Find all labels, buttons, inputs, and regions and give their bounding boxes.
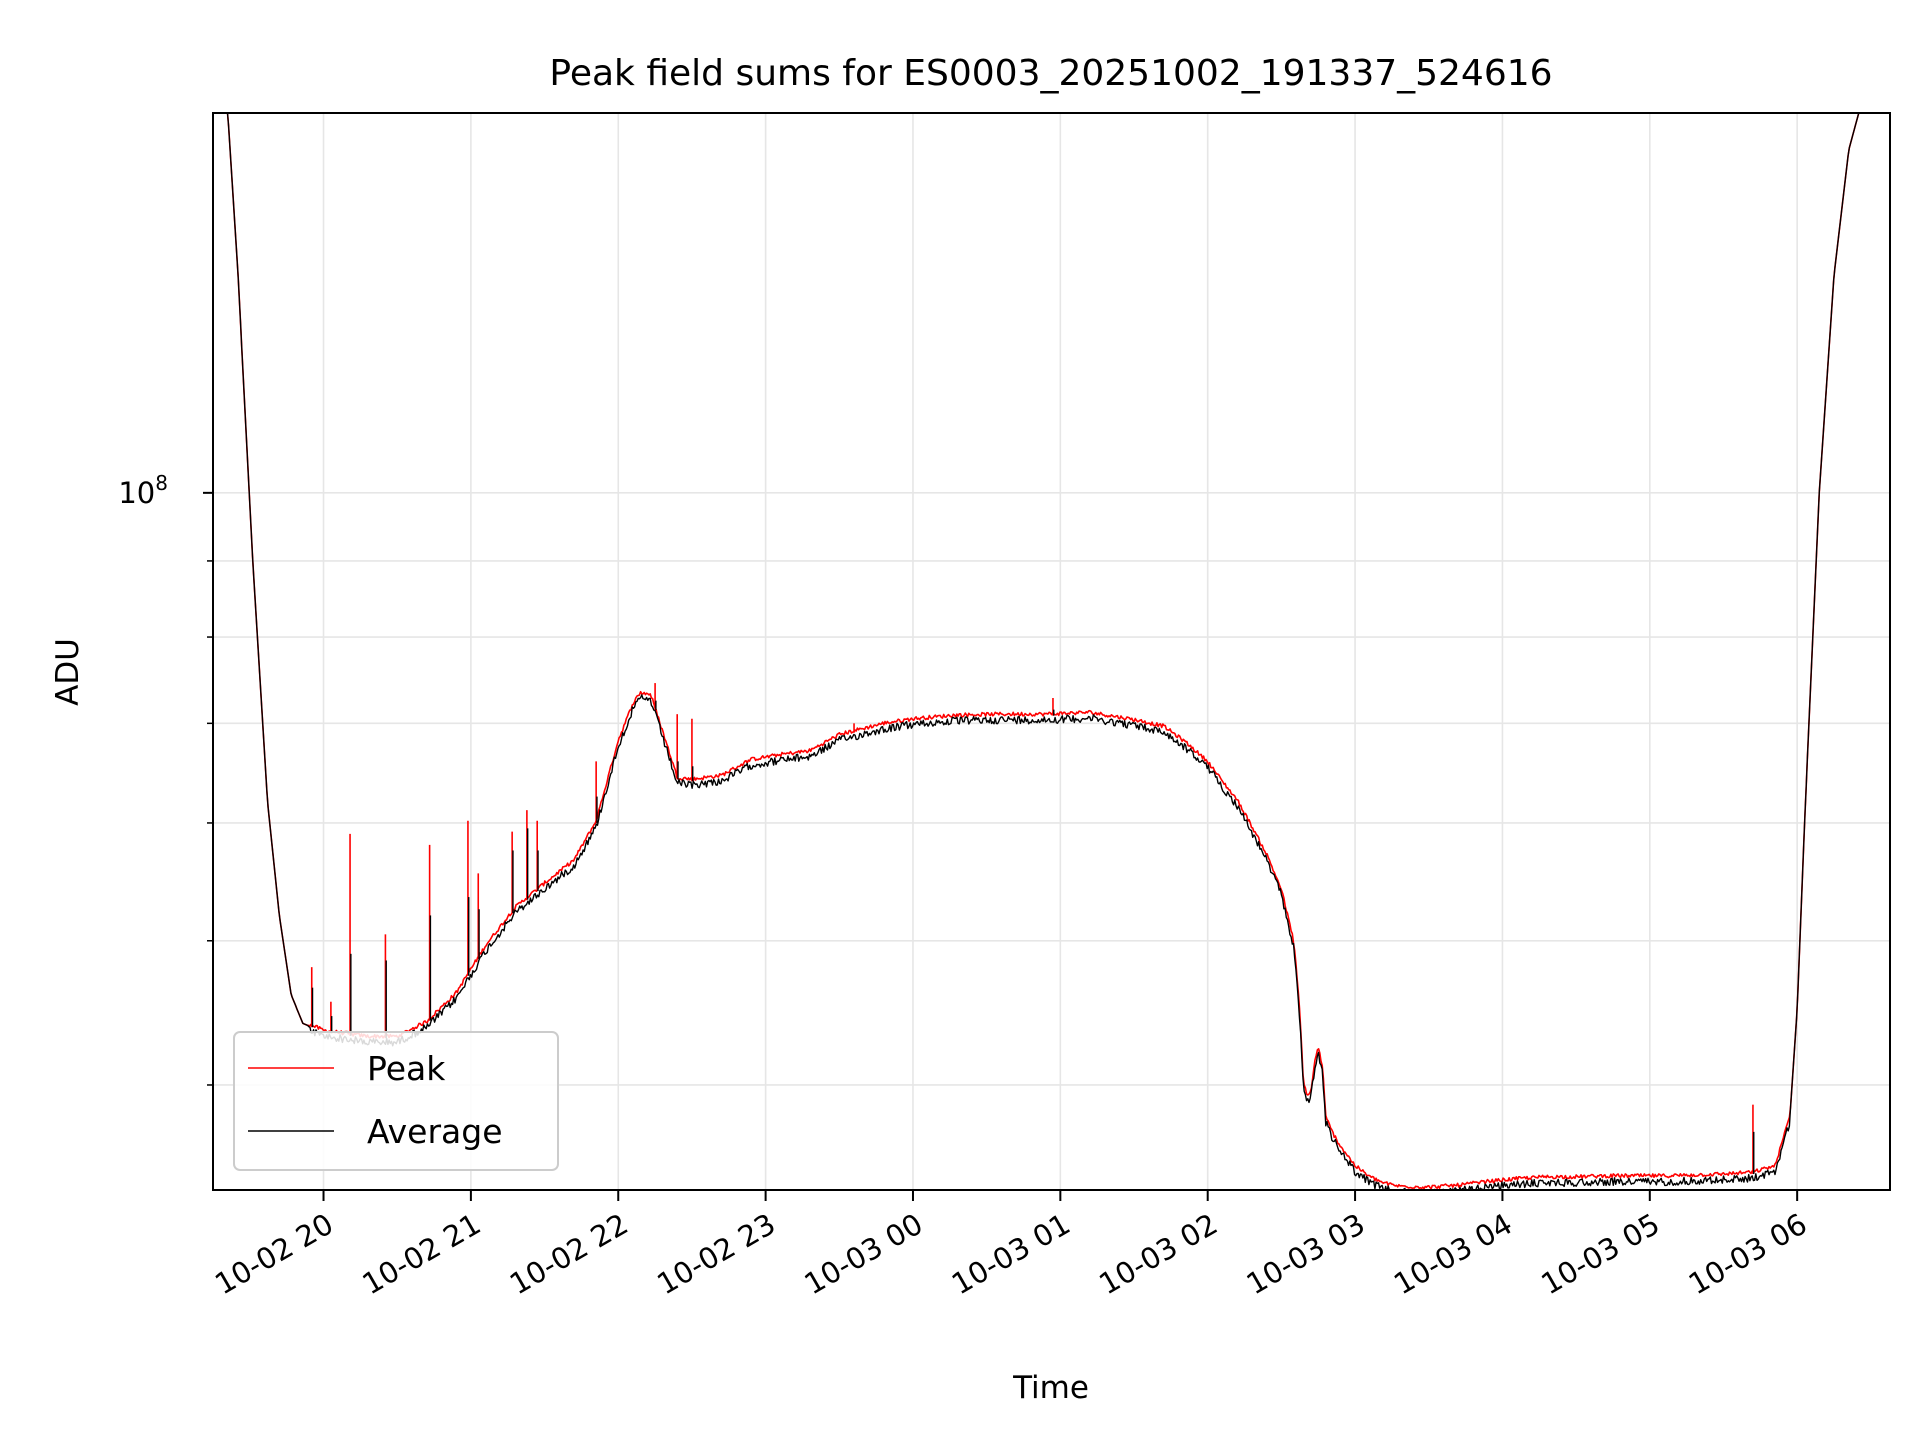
legend: Peak Average — [233, 1031, 559, 1171]
legend-label-peak: Peak — [367, 1049, 446, 1088]
legend-label-average: Average — [367, 1112, 503, 1151]
x-axis-label: Time — [1012, 1370, 1089, 1406]
peak-spikes — [310, 683, 1754, 1175]
y-tick-label: 108 — [118, 471, 168, 510]
series-layer — [226, 113, 1860, 1190]
chart-title: Peak field sums for ES0003_20251002_1913… — [549, 53, 1552, 94]
average-spikes — [311, 700, 1755, 1175]
y-tick-base: 10 — [118, 476, 155, 510]
plot-frame — [212, 112, 1891, 1191]
y-axis — [203, 491, 213, 1086]
series-line-peak — [226, 113, 1860, 1190]
y-tick-exponent: 8 — [155, 471, 168, 495]
legend-box — [233, 1031, 559, 1171]
y-axis-label: ADU — [50, 638, 86, 706]
series-line-average — [226, 113, 1860, 1190]
